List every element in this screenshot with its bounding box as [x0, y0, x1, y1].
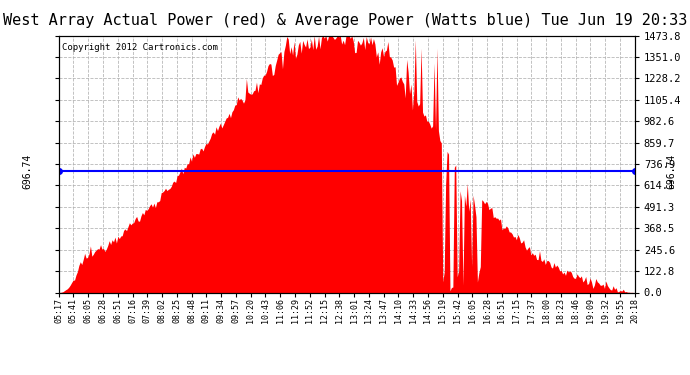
Text: Copyright 2012 Cartronics.com: Copyright 2012 Cartronics.com [61, 44, 217, 52]
Text: 696.74: 696.74 [23, 153, 32, 189]
Text: West Array Actual Power (red) & Average Power (Watts blue) Tue Jun 19 20:33: West Array Actual Power (red) & Average … [3, 13, 687, 28]
Text: 696.74: 696.74 [667, 153, 676, 189]
